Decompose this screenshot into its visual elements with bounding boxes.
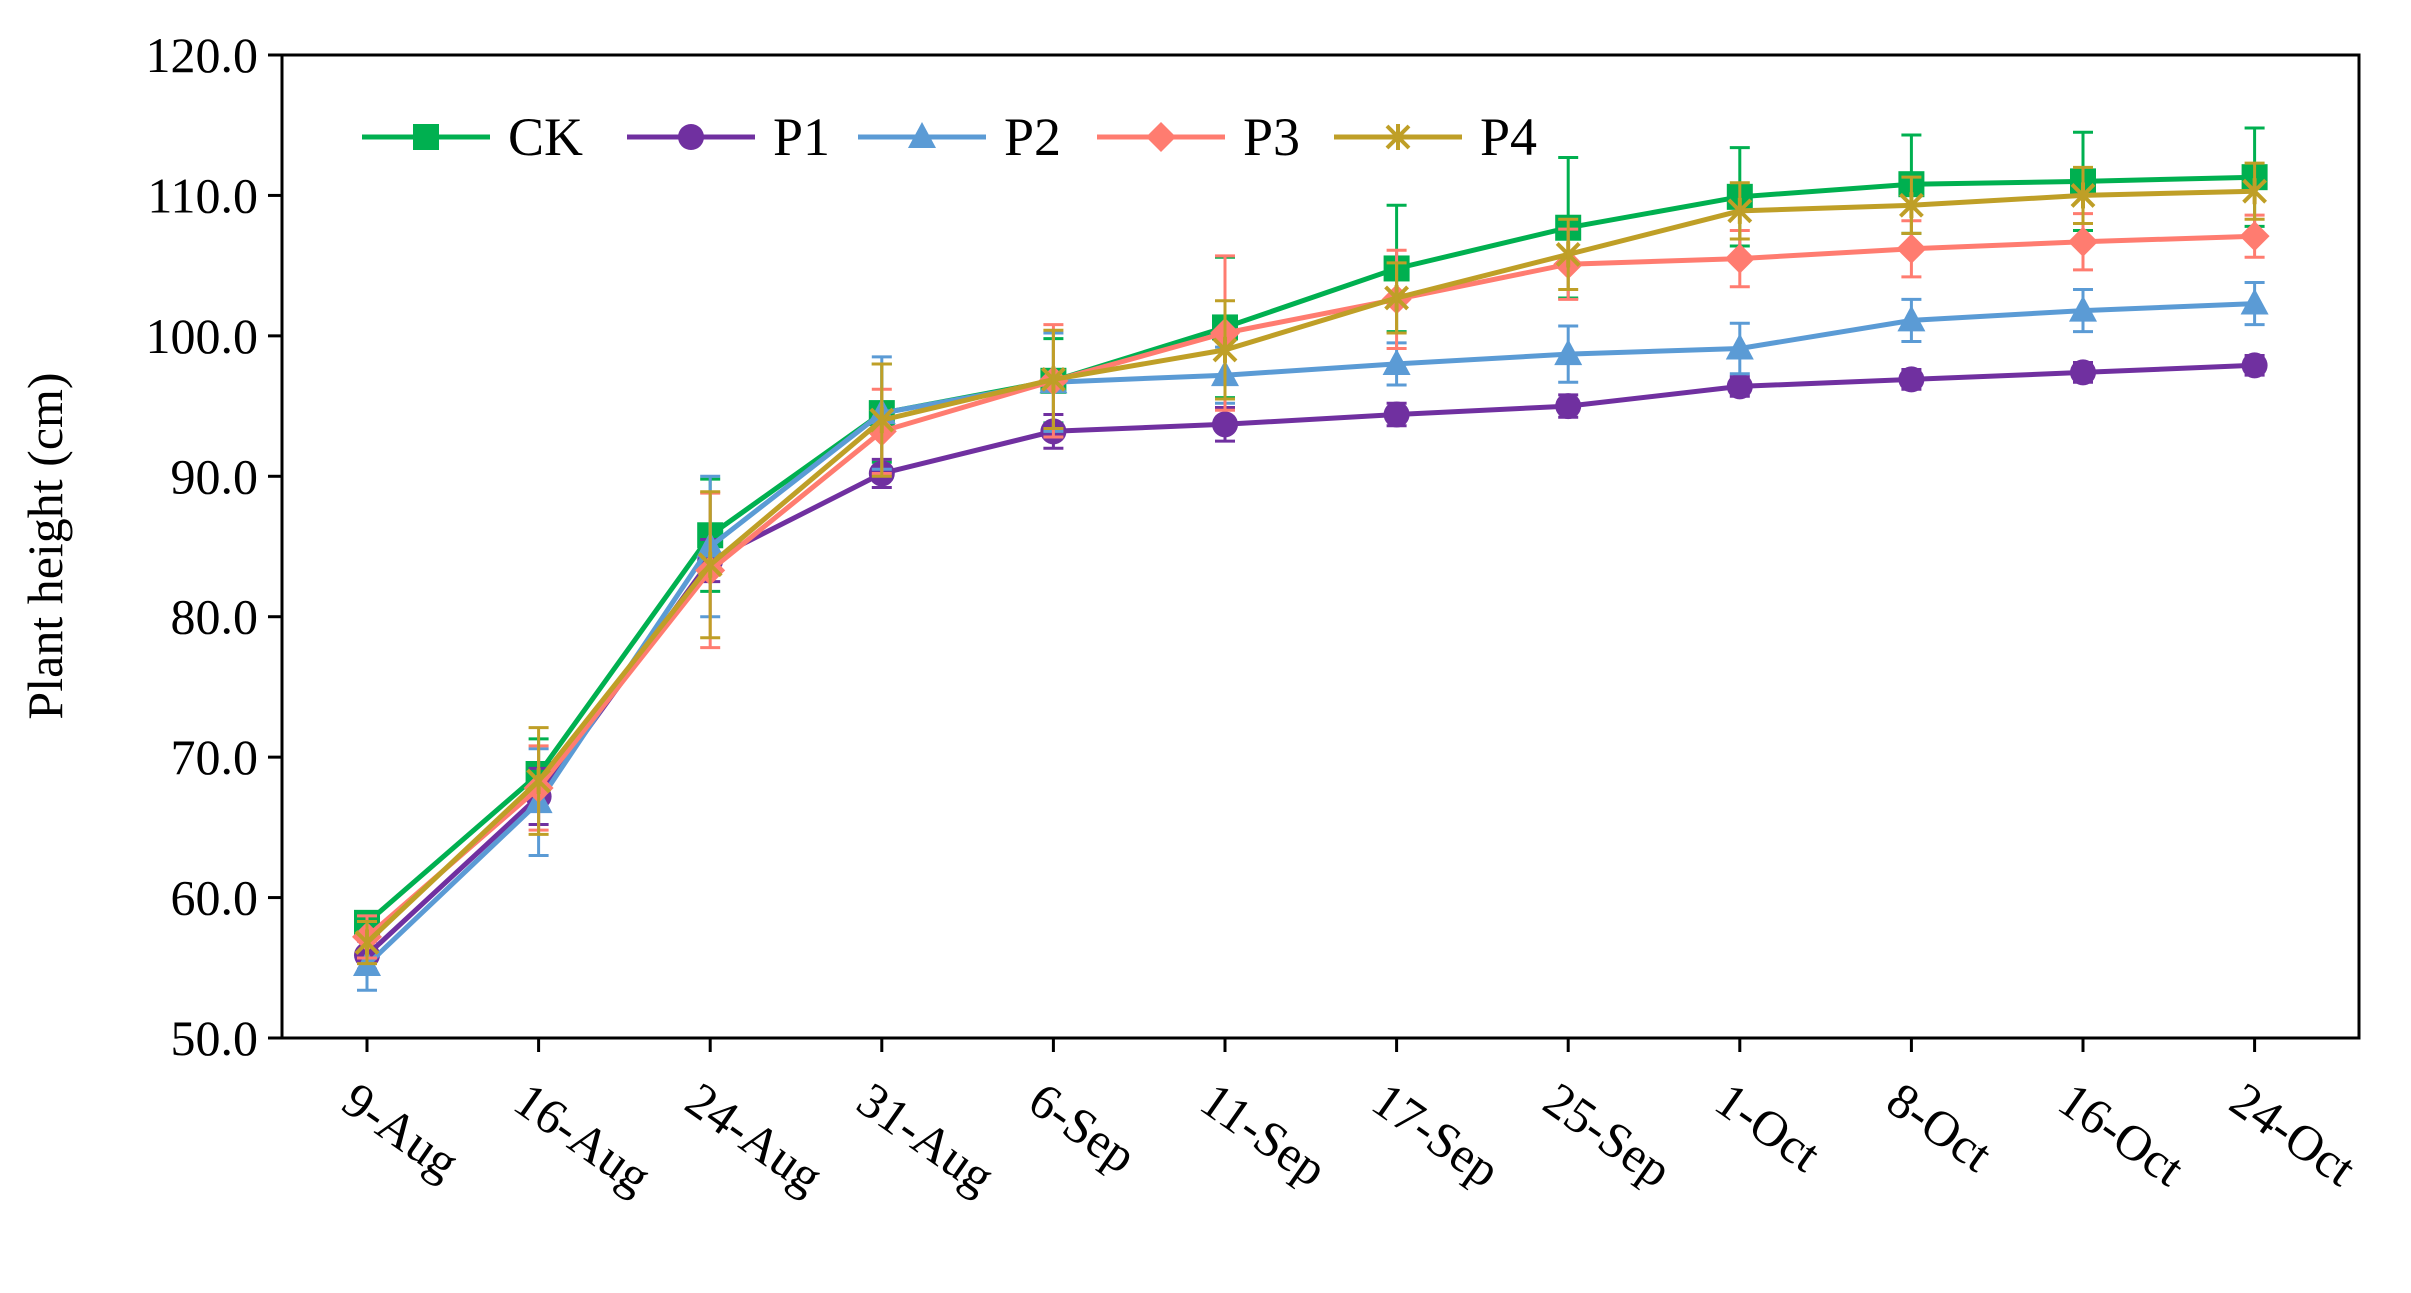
data-point-p1 [2241,352,2268,379]
legend-label-p2: P2 [1004,107,1061,167]
x-tick-label: 17-Sep [1362,1071,1510,1198]
x-tick-label: 16-Aug [504,1071,661,1204]
x-tick-label: 24-Oct [2220,1071,2366,1197]
data-point-p2 [2069,295,2097,322]
legend-marker-p2 [908,122,936,148]
y-tick-label: 70.0 [171,729,259,785]
x-axis-ticks: 9-Aug 16-Aug 24-Aug 31-Aug 6-Sep 11-Sep 17-Sep… [333,1038,2366,1205]
legend-label-ck: CK [508,107,583,167]
y-tick-label: 100.0 [146,308,259,364]
x-tick-label: 11-Sep [1191,1071,1338,1197]
series-line-p4 [365,188,2255,945]
data-point-p4 [526,768,552,795]
x-tick-label: 6-Sep [1019,1071,1147,1184]
legend-item-ck: CK [362,107,583,167]
legend-label-p1: P1 [773,107,830,167]
y-axis-label: Plant height (cm) [17,372,73,719]
x-tick-label: 8-Oct [1877,1071,2002,1182]
y-tick-label: 50.0 [171,1010,259,1066]
legend-marker-p4 [1385,124,1411,150]
data-point-p2 [1554,339,1583,366]
data-point-p4 [1212,336,1238,363]
data-point-p4 [2242,178,2268,205]
data-point-p2 [1382,348,1411,375]
data-point-p1 [1555,393,1582,420]
legend-marker-p3 [1146,122,1176,152]
x-tick-label: 1-Oct [1705,1071,1830,1182]
series-line-p1 [365,362,2255,957]
legend-marker-ck [413,124,439,150]
y-tick-label: 60.0 [171,870,259,926]
series-p1 [354,352,2268,971]
x-tick-label: 31-Aug [847,1071,1004,1204]
legend-marker-p1 [678,124,704,150]
series-p4 [354,161,2268,966]
y-axis-ticks: 50.0 60.0 70.0 80.0 90.0 100.0 110.0 120.0 [146,27,282,1066]
data-point-p1 [1212,411,1238,438]
data-point-p2 [1725,333,1754,360]
x-tick-label: 25-Sep [1534,1071,1682,1198]
legend: CK P1 P2 P3 P4 [362,107,1537,167]
data-point-p4 [697,551,723,578]
legend-item-p4: P4 [1334,107,1537,167]
y-tick-label: 120.0 [146,27,259,83]
x-tick-label: 16-Oct [2049,1071,2195,1197]
series-lines [352,126,2270,992]
data-point-p1 [2070,359,2096,386]
series-line-p2 [365,301,2255,967]
legend-item-p1: P1 [627,107,830,167]
plot-frame [280,53,2361,1040]
series-line-p3 [365,233,2255,939]
data-point-p3 [2068,226,2098,257]
y-tick-label: 90.0 [171,448,259,504]
data-point-p4 [869,407,895,434]
x-tick-label: 9-Aug [333,1071,470,1190]
y-tick-label: 110.0 [147,167,258,223]
data-point-p2 [1897,305,1926,332]
legend-label-p4: P4 [1480,107,1537,167]
x-tick-label: 24-Aug [676,1071,833,1204]
legend-item-p3: P3 [1097,107,1300,167]
data-point-p2 [2240,288,2269,315]
data-point-p4 [1727,197,1753,224]
data-point-p3 [2239,221,2270,252]
data-point-p4 [354,929,380,956]
legend-item-p2: P2 [858,107,1061,167]
data-point-p1 [1383,401,1410,428]
data-point-p4 [1555,241,1581,268]
data-point-p3 [1724,243,1755,274]
series-line-ck [365,174,2255,925]
legend-label-p3: P3 [1243,107,1300,167]
data-point-p3 [1896,233,1927,264]
series-ck [354,126,2268,936]
data-point-p4 [1898,192,1924,219]
axes [280,53,2361,1040]
data-point-p1 [1898,366,1925,393]
y-tick-label: 80.0 [171,589,259,645]
data-point-p4 [1040,366,1066,393]
data-point-p4 [2070,182,2096,209]
data-point-p4 [1384,284,1410,311]
data-point-p1 [1726,373,1753,400]
